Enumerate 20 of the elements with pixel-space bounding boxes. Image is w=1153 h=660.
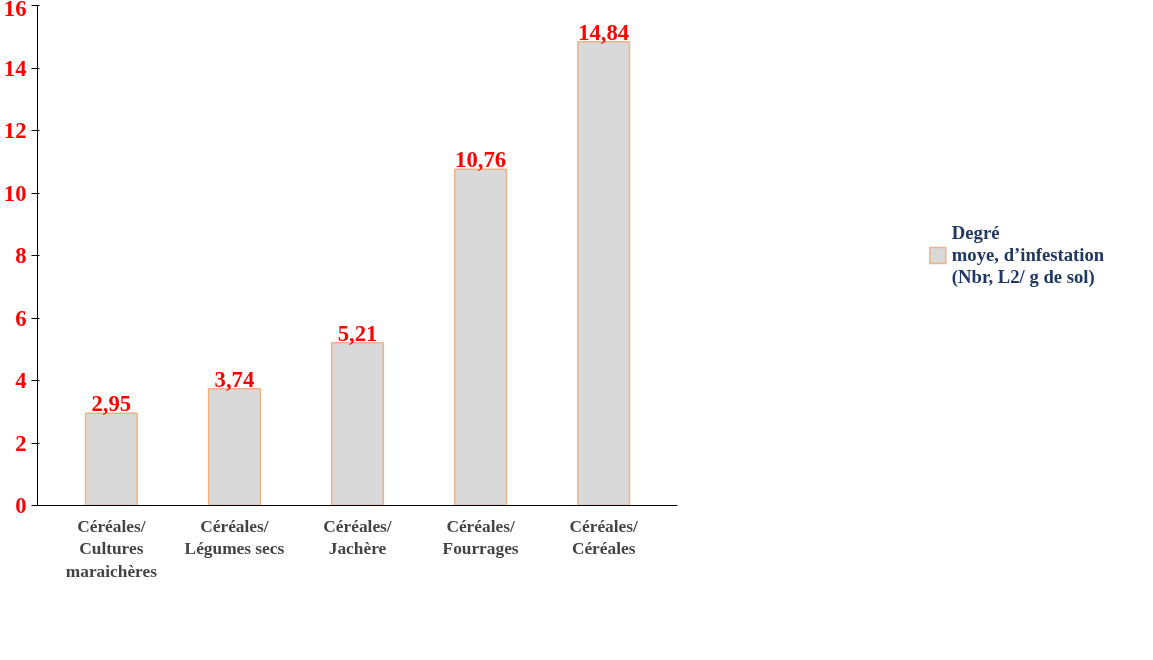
y-tick-label: 2 (15, 430, 27, 456)
x-tick-label: Céréales/ Cultures maraichères (65, 516, 158, 582)
data-label: 2,95 (91, 391, 132, 417)
x-tick-label: Céréales/ Céréales (569, 516, 638, 559)
y-tick-label: 4 (15, 368, 27, 393)
y-tick-label: 6 (15, 305, 27, 331)
y-tick-label: 10 (3, 180, 27, 206)
y-tick-label: 16 (3, 0, 27, 21)
legend-label: Degré moye, d’infestation (Nbr, L2/ g de sol) (951, 222, 1105, 288)
data-label: 5,21 (337, 320, 378, 346)
data-label: 3,74 (214, 366, 255, 392)
y-tick-label: 0 (15, 493, 27, 518)
y-tick-label: 14 (3, 55, 27, 81)
x-tick-label: Céréales/ Légumes secs (184, 516, 285, 559)
x-tick-label: Céréales/ Fourrages (442, 516, 519, 559)
x-tick-label: Céréales/ Jachère (323, 516, 392, 559)
y-tick-label: 8 (15, 243, 27, 268)
data-label: 14,84 (578, 19, 630, 45)
y-tick-label: 12 (3, 118, 27, 143)
data-label: 10,76 (455, 147, 507, 173)
